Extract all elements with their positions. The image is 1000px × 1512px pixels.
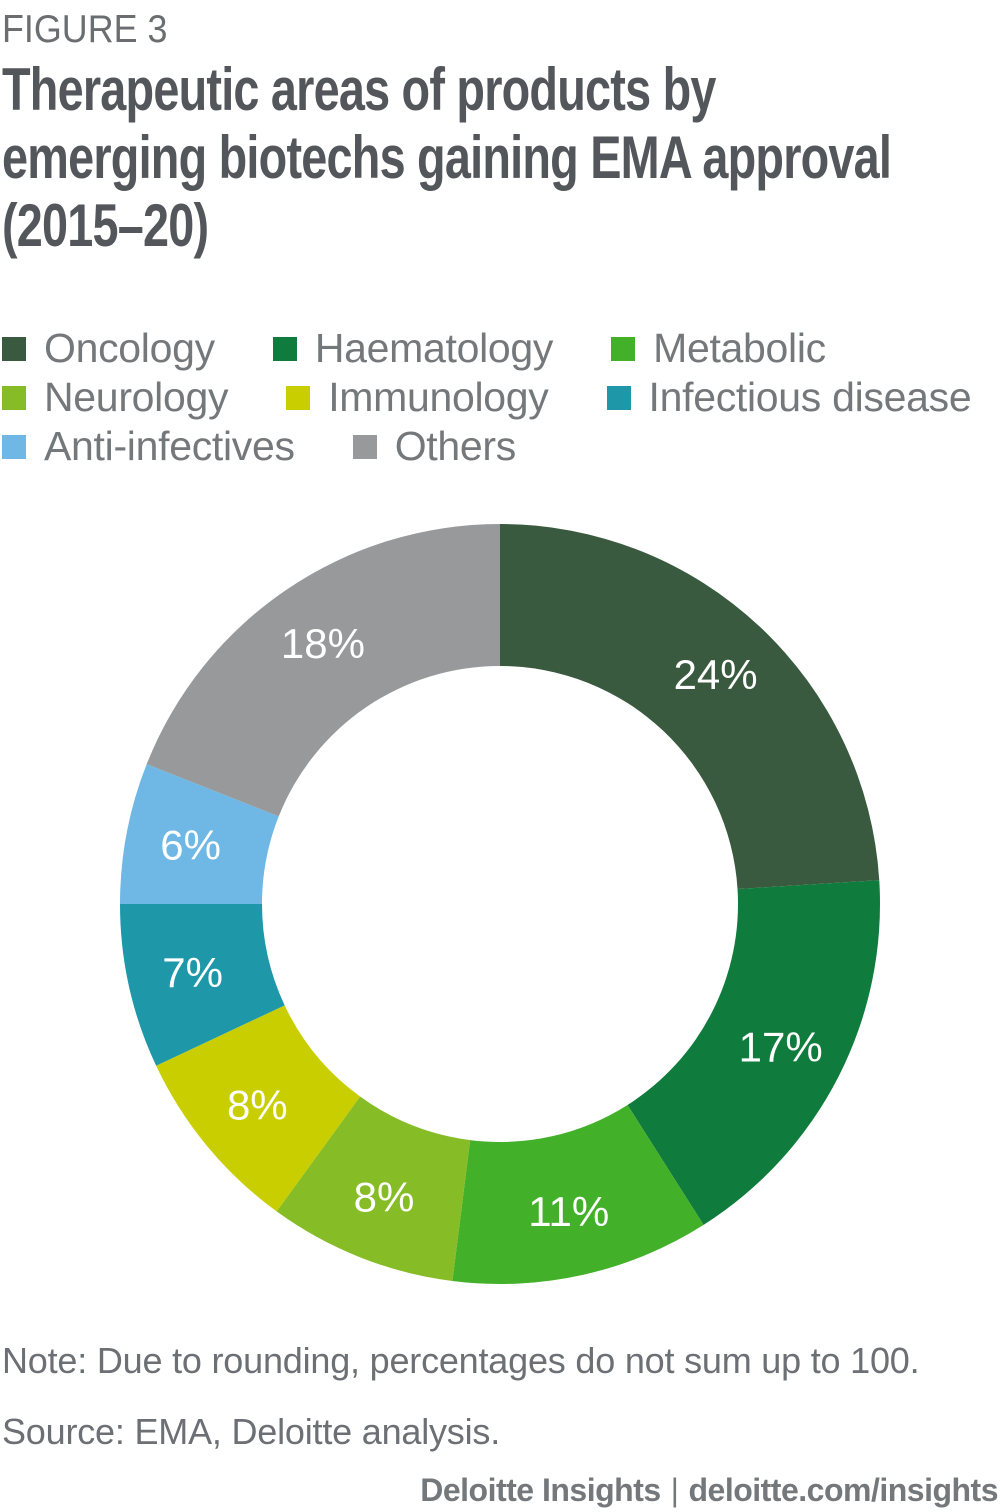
legend-swatch-others	[352, 434, 377, 459]
legend: Oncology Haematology Metabolic Neurology…	[2, 324, 998, 471]
legend-item-neurology: Neurology	[2, 374, 228, 421]
title-line-2: emerging biotechs gaining EMA approval	[2, 124, 892, 191]
legend-item-label: Anti-infectives	[44, 423, 295, 469]
title-line-3: (2015–20)	[2, 192, 209, 259]
value-label-oncology: 24%	[674, 651, 758, 698]
value-label-anti-infectives: 6%	[160, 822, 221, 869]
footer-separator: |	[670, 1472, 679, 1508]
legend-item-oncology: Oncology	[2, 325, 215, 372]
legend-swatch-oncology	[2, 336, 26, 361]
legend-swatch-immunology	[286, 385, 311, 410]
footer-url: deloitte.com/insights	[688, 1472, 998, 1508]
legend-item-label: Infectious disease	[648, 374, 972, 420]
note-text: Note: Due to rounding, percentages do no…	[2, 1340, 920, 1381]
legend-swatch-metabolic	[611, 336, 636, 361]
value-label-metabolic: 11%	[528, 1188, 609, 1235]
legend-item-metabolic: Metabolic	[611, 325, 826, 372]
legend-swatch-anti-infectives	[2, 434, 26, 459]
slice-immunology	[156, 1005, 361, 1212]
legend-item-label: Haematology	[314, 325, 554, 371]
legend-item-label: Others	[394, 423, 517, 469]
legend-row-3: Anti-infectives Others	[2, 422, 998, 471]
legend-item-label: Oncology	[44, 325, 215, 371]
legend-item-immunology: Immunology	[286, 374, 549, 421]
legend-row-1: Oncology Haematology Metabolic	[2, 324, 998, 373]
legend-item-haematology: Haematology	[272, 325, 554, 372]
footer-brand: Deloitte Insights	[420, 1472, 661, 1508]
slice-oncology	[500, 524, 880, 890]
value-label-neurology: 8%	[354, 1173, 415, 1220]
legend-item-label: Metabolic	[653, 325, 826, 371]
source-text: Source: EMA, Deloitte analysis.	[2, 1411, 501, 1452]
legend-swatch-neurology	[2, 385, 26, 410]
legend-row-2: Neurology Immunology Infectious disease	[2, 373, 998, 422]
value-label-others: 18%	[281, 620, 365, 667]
legend-swatch-haematology	[272, 336, 297, 361]
value-label-infectious-disease: 7%	[162, 949, 223, 996]
value-label-haematology: 17%	[739, 1024, 823, 1071]
figure-label: FIGURE 3	[2, 8, 168, 51]
legend-item-label: Neurology	[44, 374, 229, 420]
legend-swatch-infectious-disease	[606, 385, 631, 410]
legend-item-label: Immunology	[328, 374, 549, 420]
slice-infectious-disease	[120, 904, 285, 1066]
slice-metabolic	[452, 1104, 704, 1284]
page-title: Therapeutic areas of products by emergin…	[2, 56, 1000, 260]
title-line-1: Therapeutic areas of products by	[2, 56, 716, 123]
legend-item-infectious-disease: Infectious disease	[606, 374, 972, 421]
legend-item-anti-infectives: Anti-infectives	[2, 423, 295, 470]
footer-attribution: Deloitte Insights | deloitte.com/insights	[420, 1472, 998, 1509]
slice-others	[146, 524, 500, 817]
value-label-immunology: 8%	[227, 1081, 288, 1128]
slice-neurology	[276, 1096, 471, 1281]
legend-item-others: Others	[352, 423, 517, 470]
slice-anti-infectives	[120, 764, 279, 904]
slice-haematology	[627, 880, 880, 1225]
